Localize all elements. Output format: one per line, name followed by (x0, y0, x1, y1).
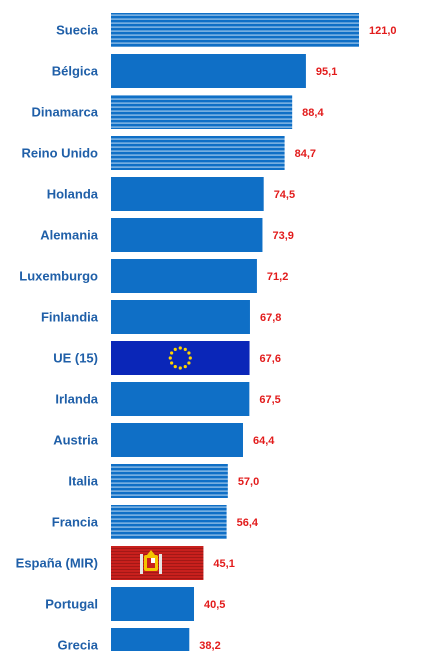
value-label: 73,9 (272, 230, 293, 242)
bar (111, 54, 306, 88)
value-label: 38,2 (199, 640, 220, 651)
bar (111, 13, 359, 47)
value-label: 67,8 (260, 312, 281, 324)
category-label: Dinamarca (32, 105, 99, 120)
category-label: Portugal (45, 597, 98, 612)
category-label: Grecia (58, 638, 99, 651)
value-label: 67,5 (259, 394, 280, 406)
bar (111, 587, 195, 621)
bar (111, 136, 285, 170)
bar (111, 628, 190, 651)
category-label: Alemania (40, 228, 99, 243)
category-label: Austria (53, 433, 99, 448)
bar (111, 218, 263, 252)
eu-star-icon (170, 361, 174, 365)
bar (111, 341, 250, 375)
value-label: 84,7 (295, 148, 316, 160)
eu-star-icon (178, 346, 182, 350)
bar (111, 382, 250, 416)
bar (111, 423, 243, 457)
category-label: Luxemburgo (19, 269, 98, 284)
bar (111, 300, 250, 334)
category-label: Suecia (56, 23, 99, 38)
value-label: 121,0 (369, 25, 397, 37)
category-label: Francia (52, 515, 99, 530)
eu-star-icon (168, 356, 172, 360)
value-label: 56,4 (237, 517, 259, 529)
spain-coat-of-arms-icon (140, 550, 162, 574)
category-label: Irlanda (55, 392, 98, 407)
category-label: UE (15) (53, 351, 98, 366)
category-label: Bélgica (52, 64, 99, 79)
value-label: 71,2 (267, 271, 288, 283)
eu-star-icon (173, 347, 177, 351)
bar (111, 464, 228, 498)
bar (111, 259, 257, 293)
category-label: Reino Unido (21, 146, 98, 161)
eu-star-icon (178, 366, 182, 370)
category-label: Holanda (47, 187, 99, 202)
value-label: 95,1 (316, 66, 337, 78)
category-label: Finlandia (41, 310, 99, 325)
bar (111, 505, 227, 539)
bar (111, 95, 293, 129)
value-label: 64,4 (253, 435, 275, 447)
value-label: 45,1 (213, 558, 234, 570)
eu-star-icon (187, 351, 191, 355)
eu-star-icon (188, 356, 192, 360)
category-label: Italia (68, 474, 98, 489)
value-label: 40,5 (204, 599, 225, 611)
eu-star-icon (183, 347, 187, 351)
value-label: 74,5 (274, 189, 295, 201)
eu-star-icon (183, 365, 187, 369)
eu-star-icon (173, 365, 177, 369)
value-label: 67,6 (260, 353, 281, 365)
eu-star-icon (170, 351, 174, 355)
eu-star-icon (187, 361, 191, 365)
bar (111, 177, 264, 211)
value-label: 88,4 (302, 107, 324, 119)
value-label: 57,0 (238, 476, 259, 488)
category-label: España (MIR) (16, 556, 98, 571)
